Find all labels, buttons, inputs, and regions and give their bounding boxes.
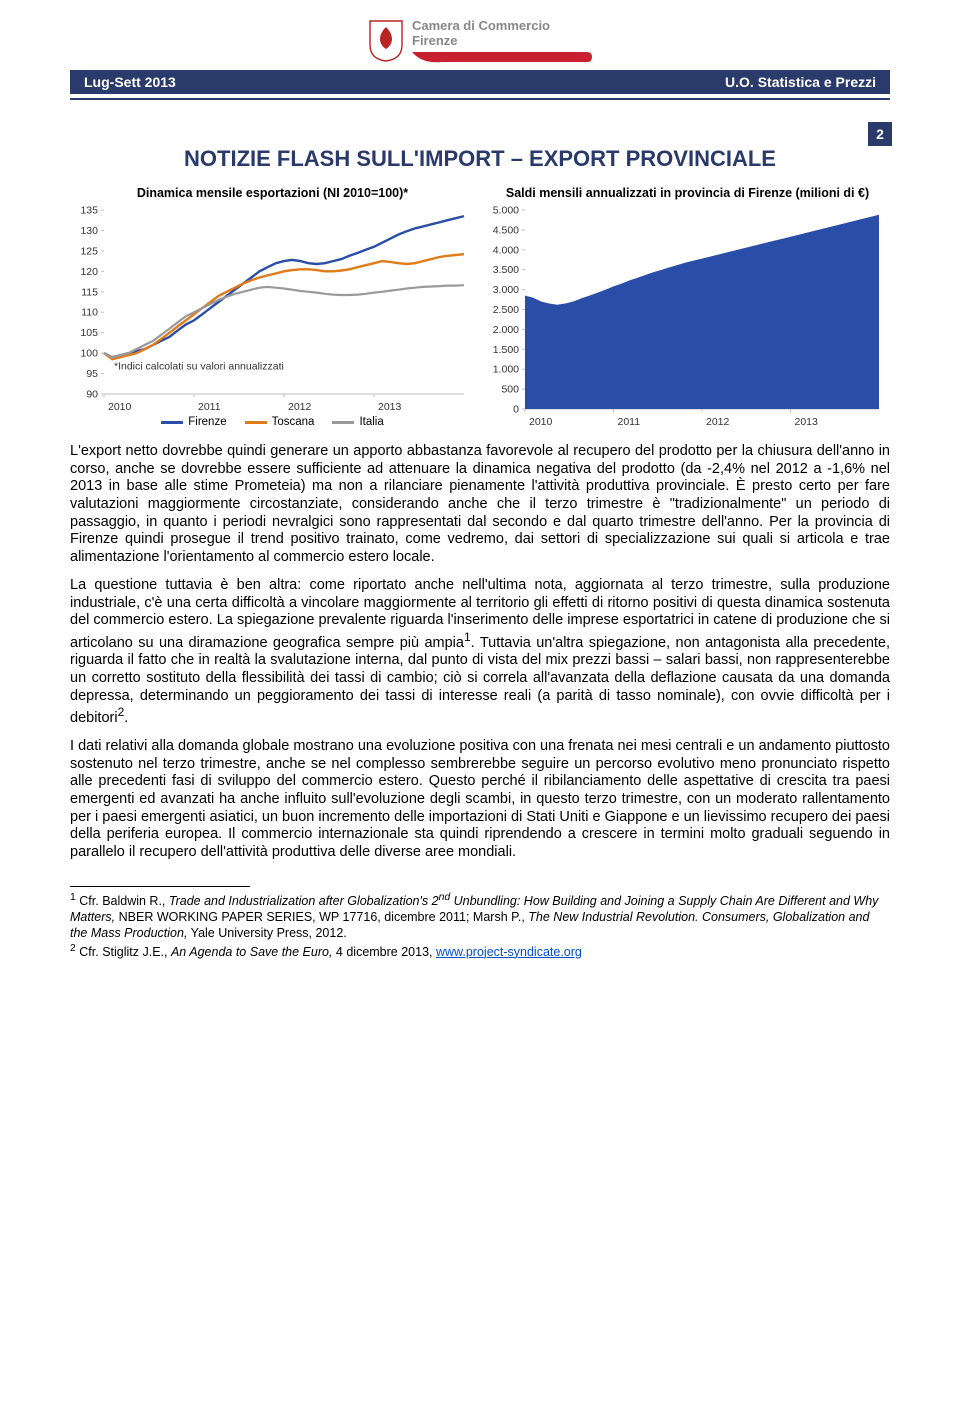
period-label: Lug-Sett 2013 — [84, 74, 176, 90]
swoosh-icon — [412, 50, 592, 64]
chart2-title: Saldi mensili annualizzati in provincia … — [485, 186, 890, 200]
paragraph-1: L'export netto dovrebbe quindi generare … — [70, 443, 890, 567]
svg-text:2011: 2011 — [198, 401, 221, 413]
header-logo: Camera di Commercio Firenze — [0, 0, 960, 70]
svg-text:2010: 2010 — [108, 401, 132, 413]
svg-text:3.500: 3.500 — [493, 264, 519, 276]
svg-text:2013: 2013 — [795, 416, 819, 428]
svg-text:2010: 2010 — [529, 416, 553, 428]
chart-line-export-dynamics: Dinamica mensile esportazioni (NI 2010=1… — [70, 186, 475, 429]
paragraph-2: La questione tuttavia è ben altra: come … — [70, 577, 890, 728]
footnote-separator — [70, 886, 250, 887]
footnote-link[interactable]: www.project-syndicate.org — [436, 945, 582, 959]
svg-text:2012: 2012 — [706, 416, 730, 428]
svg-text:0: 0 — [513, 404, 519, 416]
charts-row: Dinamica mensile esportazioni (NI 2010=1… — [70, 186, 890, 429]
legend-item: Italia — [332, 416, 383, 428]
svg-text:120: 120 — [80, 266, 98, 278]
chart-area-balance: Saldi mensili annualizzati in provincia … — [485, 186, 890, 429]
svg-text:2.500: 2.500 — [493, 304, 519, 316]
fn1-c: Yale University Press, 2012. — [187, 926, 346, 940]
svg-text:4.500: 4.500 — [493, 224, 519, 236]
page-title: NOTIZIE FLASH SULL'IMPORT – EXPORT PROVI… — [70, 146, 890, 172]
svg-text:4.000: 4.000 — [493, 244, 519, 256]
svg-text:5.000: 5.000 — [493, 205, 519, 217]
footnote-ref-1: 1 — [464, 630, 471, 644]
svg-text:*Indici calcolati su valori an: *Indici calcolati su valori annualizzati — [114, 360, 284, 372]
office-label: U.O. Statistica e Prezzi — [725, 74, 876, 90]
svg-text:110: 110 — [81, 307, 98, 319]
chart1-title: Dinamica mensile esportazioni (NI 2010=1… — [70, 186, 475, 200]
svg-text:95: 95 — [86, 368, 98, 380]
svg-text:115: 115 — [81, 286, 98, 298]
footnote-1: 1 Cfr. Baldwin R., Trade and Industriali… — [70, 891, 890, 942]
chart1-svg: 90 95 100 105 110 115 120 125 130 135 2010 2011 2012… — [70, 204, 470, 414]
svg-text:135: 135 — [80, 205, 98, 217]
logo-text-1: Camera di Commercio — [412, 18, 592, 33]
svg-text:90: 90 — [86, 389, 98, 401]
page-number-badge: 2 — [868, 122, 892, 146]
svg-text:105: 105 — [80, 327, 98, 339]
p2-part-c: . — [124, 710, 128, 726]
svg-text:2013: 2013 — [378, 401, 402, 413]
svg-text:130: 130 — [80, 225, 98, 237]
paragraph-3: I dati relativi alla domanda globale mos… — [70, 738, 890, 862]
fn1-b: NBER WORKING PAPER SERIES, WP 17716, dic… — [115, 910, 528, 924]
fn2-i: An Agenda to Save the Euro, — [171, 945, 332, 959]
svg-text:1.500: 1.500 — [493, 344, 519, 356]
subheader-bar: Lug-Sett 2013 U.O. Statistica e Prezzi — [70, 70, 890, 94]
chart2-svg: 0 500 1.000 1.500 2.000 2.500 3.000 3.500 4.000 4… — [485, 204, 885, 429]
footnote-2: 2 Cfr. Stiglitz J.E., An Agenda to Save … — [70, 942, 890, 960]
fn2-a: Cfr. Stiglitz J.E., — [76, 945, 171, 959]
fn1-i: Trade and Industrialization after Global… — [169, 894, 439, 908]
crest-icon — [368, 19, 404, 63]
footnotes: 1 Cfr. Baldwin R., Trade and Industriali… — [70, 891, 890, 960]
logo-text-2: Firenze — [412, 33, 592, 48]
legend-item: Firenze — [161, 416, 226, 428]
svg-text:3.000: 3.000 — [493, 284, 519, 296]
svg-text:100: 100 — [80, 348, 98, 360]
legend-item: Toscana — [245, 416, 315, 428]
fn1-sup: nd — [439, 892, 451, 903]
svg-text:125: 125 — [80, 245, 98, 257]
svg-text:2012: 2012 — [288, 401, 312, 413]
svg-text:2011: 2011 — [618, 416, 641, 428]
fn1-a: Cfr. Baldwin R., — [76, 894, 169, 908]
svg-text:1.000: 1.000 — [493, 364, 519, 376]
fn2-b: 4 dicembre 2013, — [332, 945, 436, 959]
svg-text:2.000: 2.000 — [493, 324, 519, 336]
svg-text:500: 500 — [501, 384, 519, 396]
header-rule — [70, 98, 890, 100]
chart1-legend: Firenze Toscana Italia — [70, 416, 475, 428]
